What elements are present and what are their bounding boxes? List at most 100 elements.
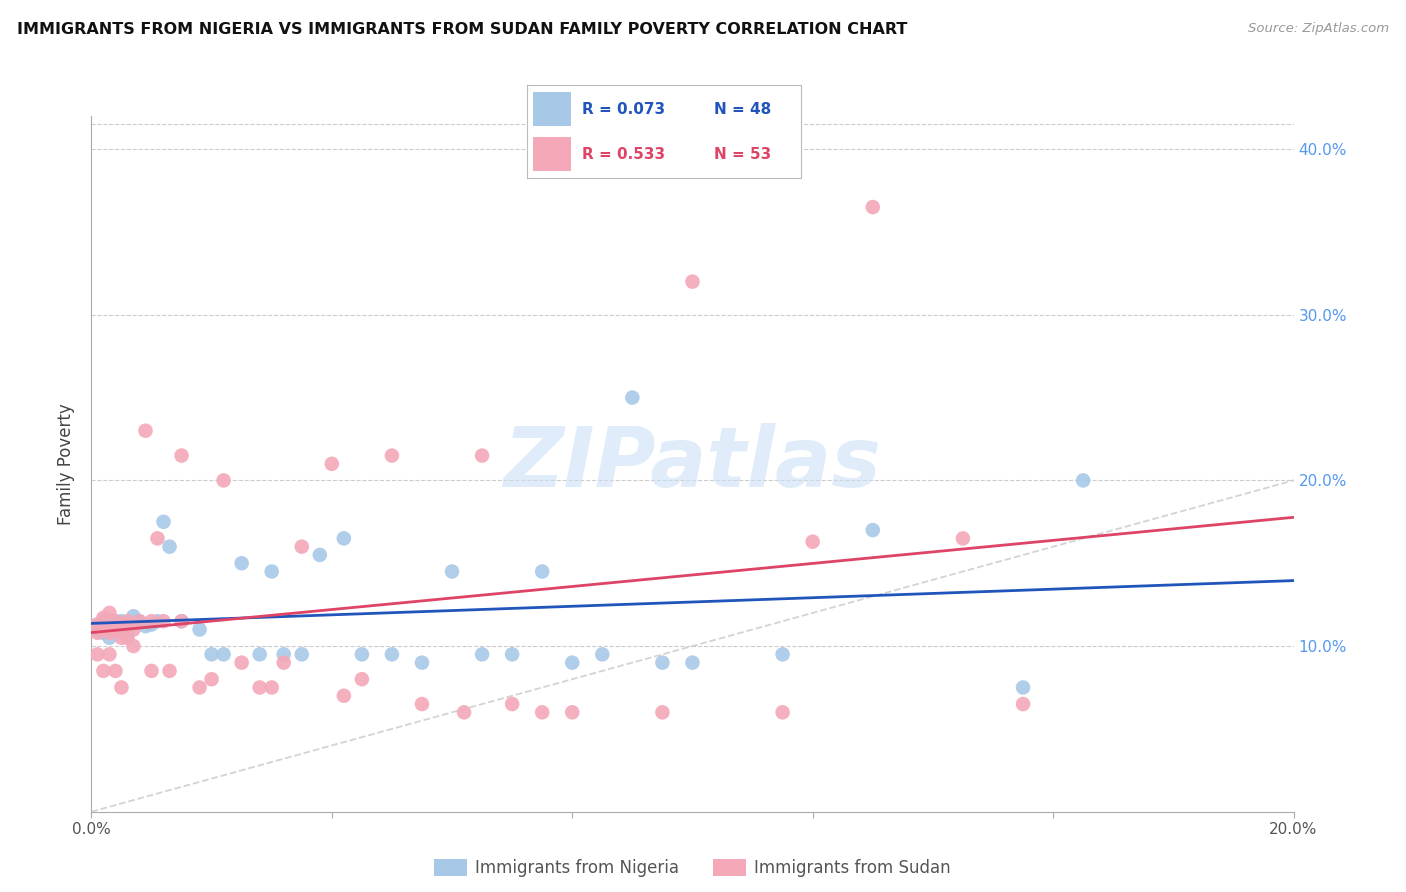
Point (801, 534, 824, 549)
Point (104, 623, 127, 637)
Point (170, 614, 193, 628)
Point (93, 614, 115, 628)
Point (122, 639, 145, 653)
Point (110, 625, 132, 640)
Point (128, 614, 150, 628)
Point (152, 614, 174, 628)
Point (273, 656, 295, 670)
Point (681, 275, 703, 289)
Point (188, 681, 211, 695)
FancyBboxPatch shape (533, 92, 571, 126)
Point (561, 656, 583, 670)
Point (308, 548, 330, 562)
Point (260, 681, 283, 695)
Point (772, 706, 794, 720)
Point (117, 627, 139, 641)
Point (110, 631, 132, 645)
Point (561, 706, 583, 720)
Text: N = 48: N = 48 (714, 102, 770, 117)
Point (134, 424, 156, 438)
Point (104, 614, 127, 628)
Point (231, 556, 253, 570)
Point (531, 565, 554, 579)
Point (110, 617, 132, 632)
Point (273, 648, 295, 662)
Text: N = 53: N = 53 (714, 146, 770, 161)
Point (591, 648, 613, 662)
Point (212, 474, 235, 488)
Point (98, 613, 121, 627)
Y-axis label: Family Poverty: Family Poverty (58, 403, 76, 524)
Point (110, 681, 132, 695)
Point (146, 532, 169, 546)
Point (98, 631, 121, 645)
Point (98, 606, 121, 620)
Point (117, 614, 139, 628)
Point (350, 672, 373, 686)
Point (201, 672, 224, 686)
Point (122, 623, 145, 637)
Point (381, 449, 404, 463)
Point (501, 697, 523, 711)
Point (531, 706, 554, 720)
Legend: Immigrants from Nigeria, Immigrants from Sudan: Immigrants from Nigeria, Immigrants from… (427, 852, 957, 883)
Point (333, 689, 356, 703)
Point (321, 457, 343, 471)
Point (651, 656, 673, 670)
Point (772, 648, 794, 662)
Text: Source: ZipAtlas.com: Source: ZipAtlas.com (1249, 22, 1389, 36)
Point (681, 656, 703, 670)
Point (86, 623, 108, 637)
Point (471, 648, 494, 662)
Point (98, 648, 121, 662)
Point (453, 706, 475, 720)
Point (862, 200, 884, 214)
Point (249, 681, 271, 695)
Point (411, 697, 433, 711)
Point (122, 609, 145, 624)
Point (93, 664, 115, 678)
Point (110, 617, 132, 632)
Point (117, 631, 139, 645)
Point (651, 706, 673, 720)
Point (141, 617, 163, 632)
Point (188, 623, 211, 637)
Text: ZIPatlas: ZIPatlas (503, 424, 882, 504)
Point (98, 619, 121, 633)
Text: R = 0.073: R = 0.073 (582, 102, 665, 117)
Point (104, 623, 127, 637)
Point (104, 614, 127, 628)
Point (381, 648, 404, 662)
Point (411, 656, 433, 670)
Point (141, 664, 163, 678)
Point (86, 625, 108, 640)
Point (110, 614, 132, 628)
Point (291, 648, 314, 662)
Point (93, 623, 115, 637)
Point (141, 614, 163, 628)
Point (93, 611, 115, 625)
Text: R = 0.533: R = 0.533 (582, 146, 665, 161)
Point (201, 648, 224, 662)
Point (1012, 681, 1035, 695)
Point (146, 614, 169, 628)
Point (152, 515, 174, 529)
Point (621, 391, 644, 405)
Point (440, 565, 463, 579)
Point (260, 565, 283, 579)
Point (1071, 474, 1094, 488)
Point (212, 648, 235, 662)
Point (170, 449, 193, 463)
Point (170, 614, 193, 628)
Point (291, 540, 314, 554)
Point (86, 617, 108, 632)
Point (333, 532, 356, 546)
Point (117, 619, 139, 633)
Point (249, 648, 271, 662)
Point (159, 540, 181, 554)
Point (471, 449, 494, 463)
FancyBboxPatch shape (533, 137, 571, 171)
Point (1012, 697, 1035, 711)
Point (501, 648, 523, 662)
Point (86, 617, 108, 632)
